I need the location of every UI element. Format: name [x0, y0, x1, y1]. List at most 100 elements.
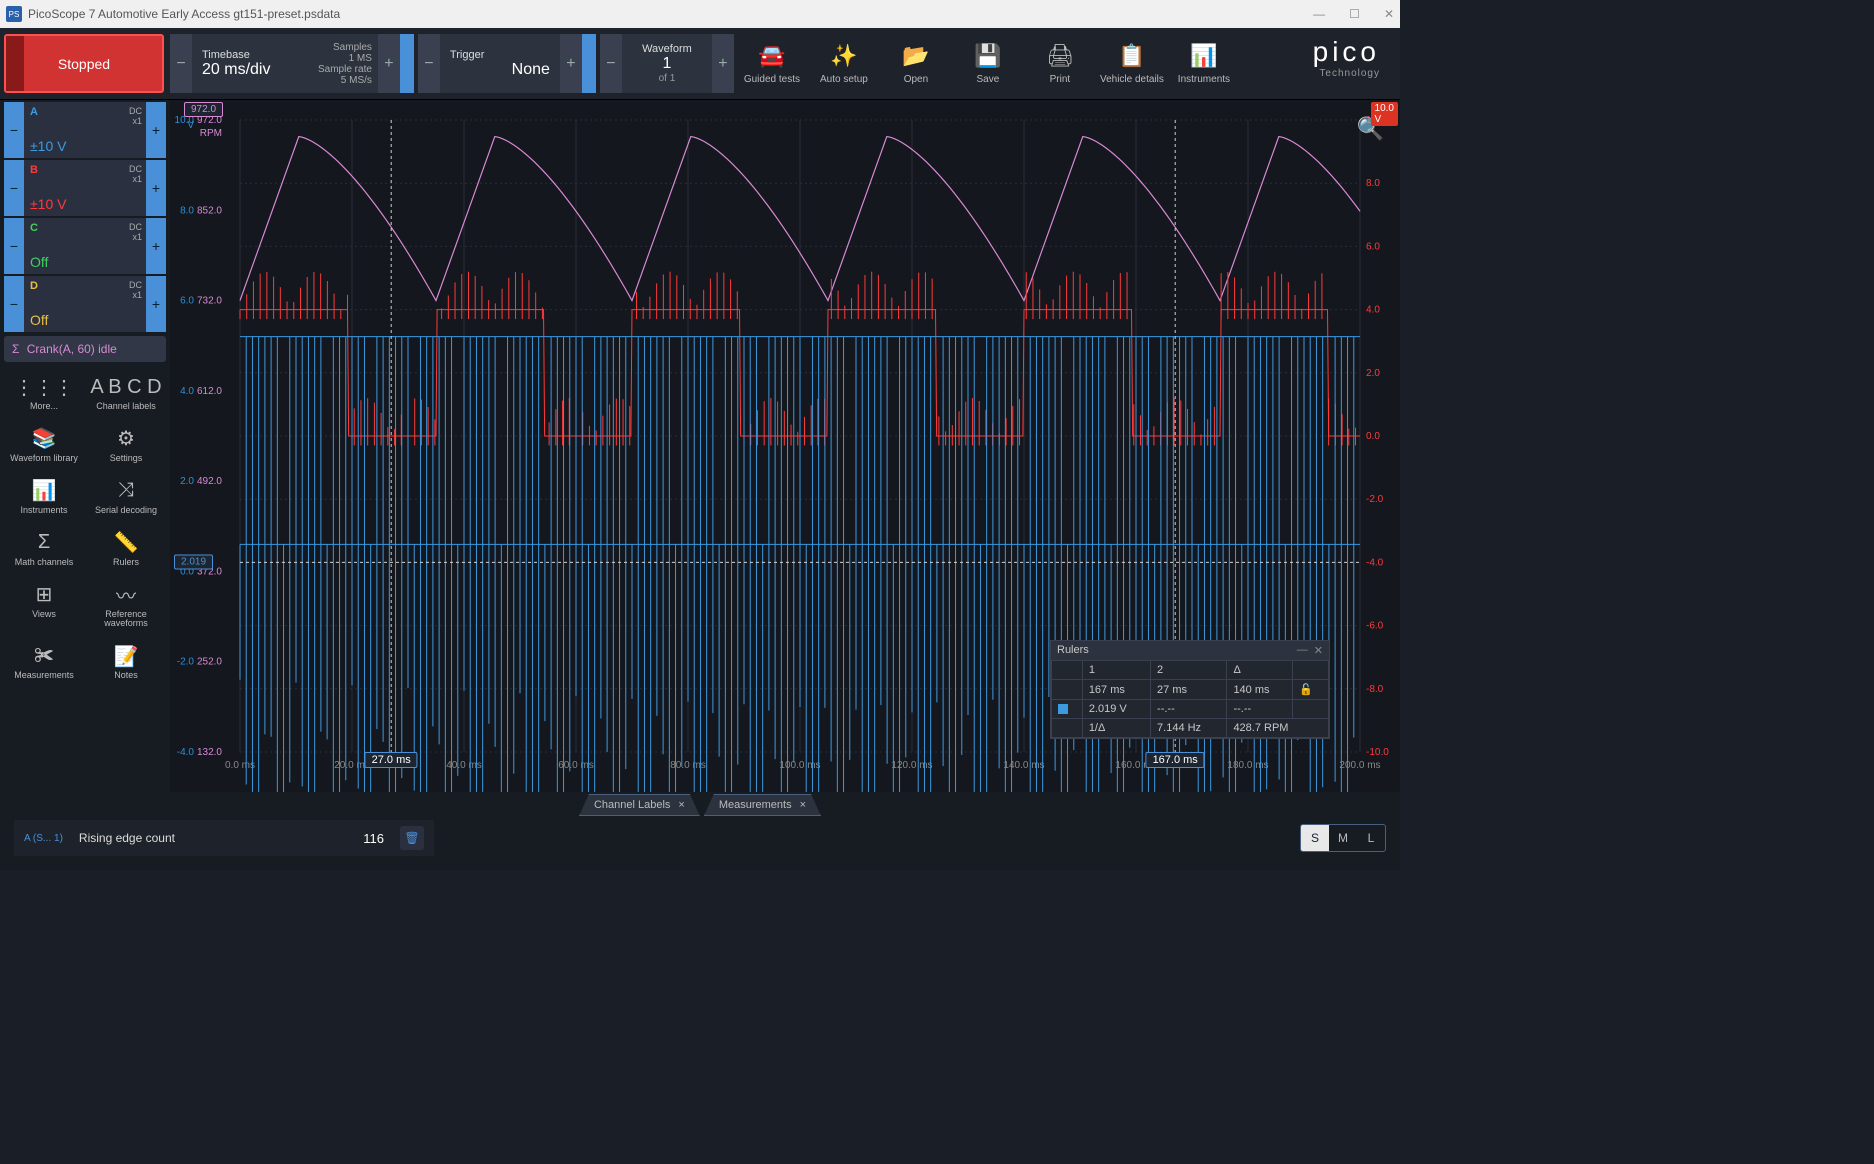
close-icon[interactable]: × — [678, 799, 684, 811]
left-panel: − A ±10 V DCx1 + − B ±10 V DCx1 + − C Of… — [0, 100, 170, 792]
trigger-plus[interactable]: + — [560, 34, 582, 93]
waveform-plus[interactable]: + — [712, 34, 734, 93]
rulers-panel[interactable]: Rulers —✕ 12Δ 167 ms27 ms140 ms🔓 2.019 V… — [1050, 640, 1330, 739]
channel-a[interactable]: − A ±10 V DCx1 + — [4, 102, 166, 158]
minimize-icon[interactable]: — — [1313, 7, 1325, 21]
svg-text:120.0 ms: 120.0 ms — [891, 760, 932, 771]
voltage-ruler-label[interactable]: 2.019 — [174, 555, 213, 570]
tool-more-[interactable]: ⋮⋮⋮More... — [4, 368, 84, 418]
run-stop-button[interactable]: Stopped — [4, 34, 164, 93]
tool-settings[interactable]: ⚙Settings — [86, 420, 166, 470]
window-title: PicoScope 7 Automotive Early Access gt15… — [28, 7, 340, 21]
svg-text:612.0: 612.0 — [197, 386, 222, 397]
maximize-icon[interactable]: ☐ — [1349, 7, 1360, 21]
toolbar-guided-tests[interactable]: 🚘Guided tests — [736, 28, 808, 99]
timebase-plus[interactable]: + — [378, 34, 400, 93]
tool-reference-waveforms[interactable]: 〰Reference waveforms — [86, 576, 166, 636]
svg-text:200.0 ms: 200.0 ms — [1339, 760, 1380, 771]
tool-notes[interactable]: 📝Notes — [86, 637, 166, 687]
svg-text:732.0: 732.0 — [197, 296, 222, 307]
rpm-axis-top: 972.0 — [184, 102, 223, 117]
channel-plus[interactable]: + — [146, 102, 166, 158]
timebase-control[interactable]: − Timebase 20 ms/div Samples 1 MS Sample… — [170, 34, 414, 93]
channel-d[interactable]: − D Off DCx1 + — [4, 276, 166, 332]
size-m[interactable]: M — [1329, 825, 1357, 851]
waveform-minus[interactable]: − — [600, 34, 622, 93]
math-channel[interactable]: Σ Crank(A, 60) idle — [4, 336, 166, 362]
trigger-minus[interactable]: − — [418, 34, 440, 93]
main-toolbar: Stopped − Timebase 20 ms/div Samples 1 M… — [0, 28, 1400, 100]
minimize-icon[interactable]: — — [1297, 644, 1308, 657]
channel-minus[interactable]: − — [4, 160, 24, 216]
tool-rulers[interactable]: 📏Rulers — [86, 524, 166, 574]
svg-text:2.0: 2.0 — [180, 476, 194, 487]
svg-text:100.0 ms: 100.0 ms — [779, 760, 820, 771]
svg-text:-2.0: -2.0 — [177, 657, 195, 668]
svg-text:-4.0: -4.0 — [1366, 557, 1384, 568]
svg-text:8.0: 8.0 — [180, 205, 194, 216]
delete-icon[interactable]: 🗑 — [400, 826, 424, 850]
titlebar: PS PicoScope 7 Automotive Early Access g… — [0, 0, 1400, 28]
time-cursor-label[interactable]: 167.0 ms — [1146, 752, 1205, 768]
channel-c[interactable]: − C Off DCx1 + — [4, 218, 166, 274]
toolbar-open[interactable]: 📂Open — [880, 28, 952, 99]
svg-text:132.0: 132.0 — [197, 747, 222, 758]
waveform-control[interactable]: − Waveform 1 of 1 + — [600, 34, 734, 93]
app-icon: PS — [6, 6, 22, 22]
channel-plus[interactable]: + — [146, 276, 166, 332]
svg-text:V: V — [187, 120, 194, 131]
tool-measurements[interactable]: ✀Measurements — [4, 637, 84, 687]
svg-text:RPM: RPM — [200, 128, 222, 139]
svg-text:-6.0: -6.0 — [1366, 621, 1384, 632]
plot-area[interactable]: 0.0 ms20.0 ms40.0 ms60.0 ms80.0 ms100.0 … — [170, 100, 1400, 792]
toolbar-instruments[interactable]: 📊Instruments — [1168, 28, 1240, 99]
tool-views[interactable]: ⊞Views — [4, 576, 84, 636]
channel-plus[interactable]: + — [146, 160, 166, 216]
tool-channel-labels[interactable]: A B C DChannel labels — [86, 368, 166, 418]
tool-instruments[interactable]: 📊Instruments — [4, 472, 84, 522]
svg-text:852.0: 852.0 — [197, 205, 222, 216]
svg-text:-2.0: -2.0 — [1366, 494, 1384, 505]
channel-plus[interactable]: + — [146, 218, 166, 274]
channel-minus[interactable]: − — [4, 218, 24, 274]
channel-minus[interactable]: − — [4, 102, 24, 158]
tool-serial-decoding[interactable]: ⤨Serial decoding — [86, 472, 166, 522]
svg-text:0.0 ms: 0.0 ms — [225, 760, 255, 771]
svg-text:180.0 ms: 180.0 ms — [1227, 760, 1268, 771]
tool-math-channels[interactable]: ΣMath channels — [4, 524, 84, 574]
size-s[interactable]: S — [1301, 825, 1329, 851]
svg-text:4.0: 4.0 — [1366, 305, 1380, 316]
channel-b[interactable]: − B ±10 V DCx1 + — [4, 160, 166, 216]
svg-text:-10.0: -10.0 — [1366, 747, 1389, 758]
close-icon[interactable]: ✕ — [1314, 644, 1323, 657]
tool-waveform-library[interactable]: 📚Waveform library — [4, 420, 84, 470]
toolbar-vehicle-details[interactable]: 📋Vehicle details — [1096, 28, 1168, 99]
svg-text:492.0: 492.0 — [197, 476, 222, 487]
svg-text:6.0: 6.0 — [180, 296, 194, 307]
svg-text:2.0: 2.0 — [1366, 368, 1380, 379]
size-l[interactable]: L — [1357, 825, 1385, 851]
svg-text:0.0: 0.0 — [1366, 431, 1380, 442]
toolbar-auto-setup[interactable]: ✨Auto setup — [808, 28, 880, 99]
red-axis-top: 10.0V — [1371, 102, 1398, 126]
svg-text:4.0: 4.0 — [180, 386, 194, 397]
size-buttons[interactable]: SML — [1300, 824, 1386, 852]
svg-text:252.0: 252.0 — [197, 657, 222, 668]
tab-channel-labels[interactable]: Channel Labels× — [579, 794, 700, 816]
toolbar-save[interactable]: 💾Save — [952, 28, 1024, 99]
timebase-minus[interactable]: − — [170, 34, 192, 93]
tab-measurements[interactable]: Measurements× — [704, 794, 821, 816]
pico-logo: pico Technology — [1293, 28, 1400, 99]
svg-text:-8.0: -8.0 — [1366, 684, 1384, 695]
toolbar-print[interactable]: 🖨Print — [1024, 28, 1096, 99]
svg-text:-4.0: -4.0 — [177, 747, 195, 758]
trigger-control[interactable]: − Trigger None + — [418, 34, 596, 93]
channel-minus[interactable]: − — [4, 276, 24, 332]
close-icon[interactable]: × — [800, 799, 806, 811]
svg-text:8.0: 8.0 — [1366, 178, 1380, 189]
measurement-row[interactable]: A (S... 1) Rising edge count 116 🗑 — [14, 820, 434, 856]
bottom-panel: Channel Labels×Measurements× A (S... 1) … — [0, 792, 1400, 870]
time-cursor-label[interactable]: 27.0 ms — [365, 752, 418, 768]
svg-text:140.0 ms: 140.0 ms — [1003, 760, 1044, 771]
close-icon[interactable]: ✕ — [1384, 7, 1394, 21]
